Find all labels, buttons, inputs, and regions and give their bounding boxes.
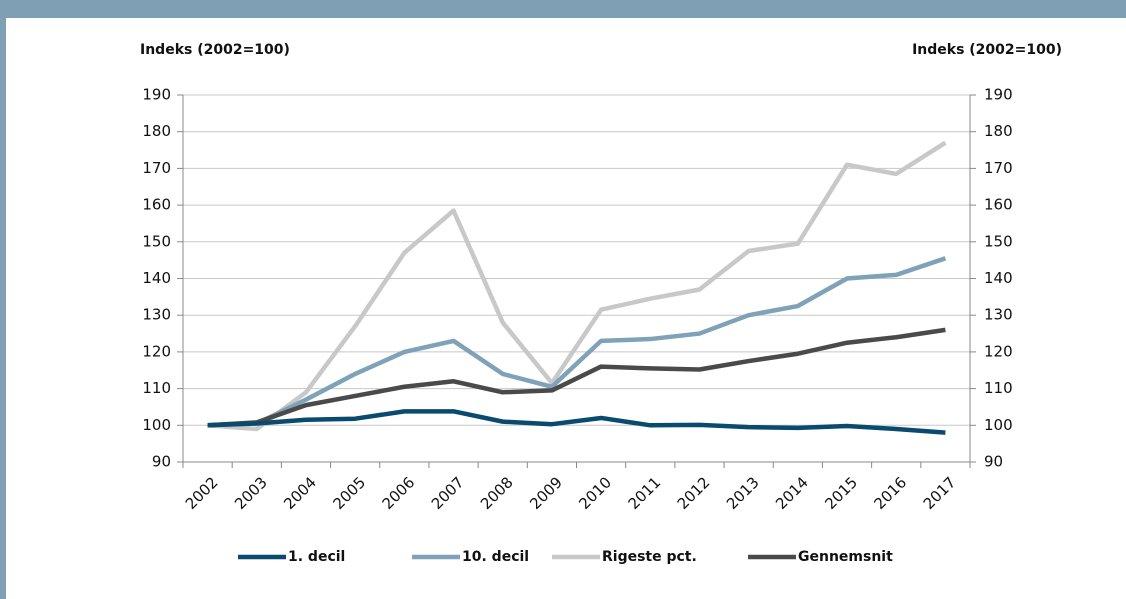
line-series <box>207 256 947 428</box>
y2-tick-label: 180 <box>984 122 1013 140</box>
legend-label: Rigeste pct. <box>602 549 697 565</box>
legend-label: Gennemsnit <box>798 549 893 565</box>
y-tick-label: 190 <box>142 86 171 104</box>
line-series <box>207 327 946 428</box>
y2-tick-label: 160 <box>984 196 1013 214</box>
y-tick-label: 170 <box>142 159 171 177</box>
y-tick-label: 160 <box>142 196 171 214</box>
y-tick-label: 120 <box>142 342 171 360</box>
left-border <box>0 0 6 599</box>
y2-tick-label: 190 <box>984 86 1013 104</box>
y-tick-label: 130 <box>142 306 171 324</box>
y2-tick-label: 140 <box>984 269 1013 287</box>
y-tick-label: 110 <box>142 379 171 397</box>
y-tick-label: 90 <box>152 453 171 471</box>
y2-tick-label: 150 <box>984 232 1013 250</box>
y-tick-label: 140 <box>142 269 171 287</box>
y2-axis-label: Indeks (2002=100) <box>912 42 1062 58</box>
y-tick-label: 100 <box>142 416 171 434</box>
y2-tick-label: 100 <box>984 416 1013 434</box>
y2-tick-label: 90 <box>984 453 1003 471</box>
legend-label: 10. decil <box>462 549 529 565</box>
y-tick-label: 150 <box>142 232 171 250</box>
y2-tick-label: 130 <box>984 306 1013 324</box>
y2-tick-label: 170 <box>984 159 1013 177</box>
y-tick-label: 180 <box>142 122 171 140</box>
legend-label: 1. decil <box>288 549 345 565</box>
line-series <box>207 140 947 432</box>
y2-tick-label: 120 <box>984 342 1013 360</box>
line-series <box>207 409 946 435</box>
y2-tick-label: 110 <box>984 379 1013 397</box>
header-band <box>0 0 1126 18</box>
y-axis-label: Indeks (2002=100) <box>140 42 290 58</box>
